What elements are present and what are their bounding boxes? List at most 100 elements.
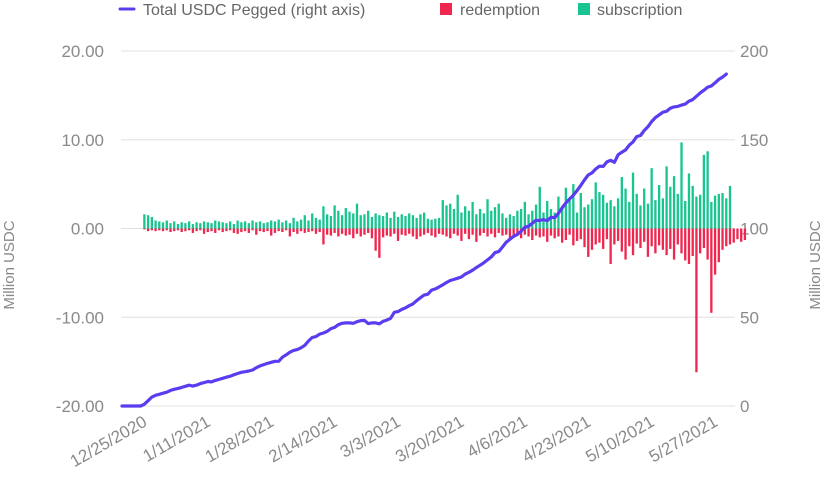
left-tick-label: -10.00 xyxy=(56,308,104,327)
redemption-bar xyxy=(449,228,452,239)
redemption-bar xyxy=(441,228,444,235)
redemption-bar xyxy=(340,228,344,234)
subscription-bar xyxy=(370,216,374,229)
redemption-bar xyxy=(639,228,642,249)
redemption-bar xyxy=(214,228,217,233)
subscription-bar xyxy=(598,192,601,229)
redemption-bar xyxy=(367,228,370,233)
subscription-bar xyxy=(348,211,351,229)
left-tick-label: 10.00 xyxy=(61,131,104,150)
subscription-bar xyxy=(363,214,366,229)
redemption-bar xyxy=(519,228,523,239)
subscription-bar xyxy=(527,214,530,229)
subscription-bar xyxy=(322,206,325,229)
redemption-bar xyxy=(322,228,325,245)
redemption-bar xyxy=(303,228,306,233)
redemption-bar xyxy=(184,228,187,232)
redemption-bar xyxy=(456,228,459,236)
redemption-bar xyxy=(710,228,713,313)
redemption-bar xyxy=(363,228,366,235)
right-tick-label: 150 xyxy=(740,131,768,150)
redemption-bar xyxy=(516,228,519,234)
redemption-bar xyxy=(273,228,277,233)
subscription-bar xyxy=(564,187,568,229)
redemption-bar xyxy=(616,228,620,241)
redemption-bar xyxy=(348,228,351,235)
legend-box-swatch xyxy=(440,3,452,15)
redemption-bar xyxy=(180,228,183,233)
redemption-bar xyxy=(292,228,295,233)
subscription-bar xyxy=(176,224,180,229)
redemption-bar xyxy=(393,228,396,234)
redemption-bar xyxy=(378,228,381,258)
redemption-bar xyxy=(598,228,601,243)
redemption-bar xyxy=(143,228,146,230)
subscription-bar xyxy=(560,208,564,229)
subscription-bar xyxy=(419,214,422,229)
subscription-bar xyxy=(296,221,299,229)
redemption-bar xyxy=(583,228,586,248)
redemption-bar xyxy=(258,228,262,232)
legend-box-swatch xyxy=(578,3,590,15)
subscription-bar xyxy=(262,223,265,229)
redemption-bar xyxy=(370,228,374,239)
redemption-bar xyxy=(713,228,717,275)
subscription-bar xyxy=(475,214,478,229)
subscription-bar xyxy=(184,223,187,229)
subscription-bar xyxy=(214,220,217,229)
subscription-bar xyxy=(251,220,254,229)
x-tick-label: 4/23/2021 xyxy=(519,412,594,466)
subscription-bar xyxy=(665,166,668,229)
total-pegged-line xyxy=(120,72,728,408)
redemption-bar xyxy=(199,228,202,231)
subscription-bar xyxy=(303,215,306,229)
subscription-bar xyxy=(437,217,441,229)
redemption-bar xyxy=(247,228,250,233)
redemption-bar xyxy=(572,228,575,246)
redemption-bar xyxy=(344,228,347,236)
redemption-bar xyxy=(743,228,747,241)
redemption-bar xyxy=(579,228,582,240)
subscription-bar xyxy=(284,220,288,229)
subscription-bar xyxy=(609,200,612,229)
subscription-bar xyxy=(456,194,459,229)
subscription-bar xyxy=(225,223,228,229)
redemption-bar xyxy=(404,228,407,236)
subscription-bar xyxy=(154,220,157,229)
subscription-bar xyxy=(575,212,579,229)
redemption-bar xyxy=(676,228,679,245)
right-tick-label: 0 xyxy=(740,397,749,416)
subscription-bar xyxy=(628,201,631,229)
redemption-bar xyxy=(359,228,362,237)
subscription-bar xyxy=(501,213,504,229)
redemption-bar xyxy=(527,228,530,237)
subscription-bar xyxy=(314,217,318,229)
redemption-bars xyxy=(143,228,747,373)
subscription-bar xyxy=(650,168,653,229)
redemption-bar xyxy=(251,228,254,231)
subscription-bar xyxy=(620,177,623,229)
redemption-bar xyxy=(150,228,153,231)
redemption-bar xyxy=(482,228,485,233)
redemption-bar xyxy=(475,228,478,242)
redemption-bar xyxy=(478,228,482,236)
redemption-bar xyxy=(587,228,590,257)
subscription-bar xyxy=(150,216,153,229)
subscription-bar xyxy=(255,222,258,229)
redemption-bar xyxy=(217,228,221,231)
subscription-bar xyxy=(490,210,493,229)
subscription-bar xyxy=(519,208,523,229)
redemption-bar xyxy=(501,228,504,236)
redemption-bar xyxy=(464,228,467,234)
redemption-bar xyxy=(352,228,355,239)
x-tick-label: 3/20/2021 xyxy=(392,412,467,466)
subscription-bar xyxy=(654,200,657,229)
right-tick-label: 50 xyxy=(740,308,759,327)
subscription-bar xyxy=(639,205,642,229)
subscription-bar xyxy=(631,172,635,229)
subscription-bar xyxy=(587,204,590,229)
subscription-bar xyxy=(710,201,713,229)
redemption-bar xyxy=(680,228,683,254)
subscription-bar xyxy=(318,219,321,229)
subscription-bar xyxy=(426,218,430,229)
